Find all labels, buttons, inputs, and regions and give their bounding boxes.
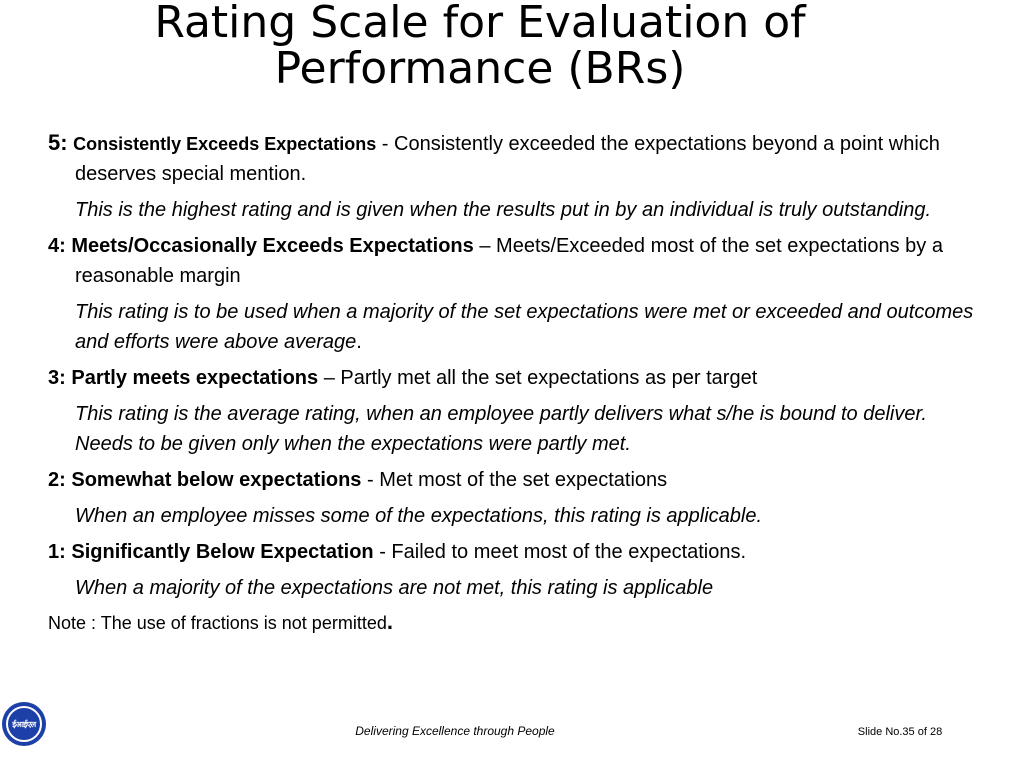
rating-number: 3:	[48, 367, 66, 389]
logo-text: ईआईएल	[12, 719, 36, 729]
rating-list: 5: Consistently Exceeds Expectations - C…	[48, 128, 978, 654]
rating-heading: 5: Consistently Exceeds Expectations - C…	[48, 128, 978, 189]
rating-number: 5:	[48, 130, 68, 155]
company-logo: ईआईएल	[2, 702, 46, 746]
note: Note : The use of fractions is not permi…	[48, 609, 978, 636]
rating-label: Meets/Occasionally Exceeds Expectations	[71, 235, 474, 257]
note-period: .	[386, 609, 393, 634]
rating-description: This is the highest rating and is given …	[75, 199, 932, 221]
rating-heading: 4: Meets/Occasionally Exceeds Expectatio…	[48, 231, 978, 291]
rating-description: When an employee misses some of the expe…	[75, 505, 763, 527]
note-text: Note : The use of fractions is not permi…	[48, 613, 387, 633]
rating-text: Meets/Exceeded most of the set expectati…	[75, 235, 943, 287]
rating-number: 1:	[48, 541, 66, 563]
rating-heading: 2: Somewhat below expectations - Met mos…	[48, 465, 978, 495]
rating-item-4: 4: Meets/Occasionally Exceeds Expectatio…	[48, 231, 978, 357]
rating-separator: –	[318, 367, 341, 389]
rating-separator: -	[376, 133, 395, 155]
rating-text: Consistently exceeded the expectations b…	[75, 133, 940, 185]
rating-item-2: 2: Somewhat below expectations - Met mos…	[48, 465, 978, 531]
rating-label: Consistently Exceeds Expectations	[73, 134, 377, 154]
slide-title: Rating Scale for Evaluation of Performan…	[154, 0, 806, 94]
rating-description: This rating is the average rating, when …	[75, 403, 927, 455]
rating-heading: 1: Significantly Below Expectation - Fai…	[48, 537, 978, 567]
rating-item-3: 3: Partly meets expectations – Partly me…	[48, 363, 978, 459]
rating-label: Partly meets expectations	[71, 367, 319, 389]
rating-number: 2:	[48, 469, 66, 491]
rating-text: Met most of the set expectations	[379, 469, 668, 491]
rating-separator: –	[473, 235, 497, 257]
rating-text: Partly met all the set expectations as p…	[340, 367, 758, 389]
rating-number: 4:	[48, 235, 66, 257]
slide-number: Slide No.35 of 28	[857, 726, 943, 738]
rating-heading: 3: Partly meets expectations – Partly me…	[48, 363, 978, 393]
rating-separator: -	[373, 541, 392, 563]
rating-description: When a majority of the expectations are …	[75, 577, 714, 599]
logo-ring: ईआईएल	[6, 706, 42, 742]
rating-label: Significantly Below Expectation	[71, 541, 374, 563]
rating-description-suffix: .	[356, 331, 362, 353]
rating-description: This rating is to be used when a majorit…	[48, 297, 978, 357]
rating-label: Somewhat below expectations	[71, 469, 362, 491]
rating-text: Failed to meet most of the expectations.	[391, 541, 747, 563]
rating-item-1: 1: Significantly Below Expectation - Fai…	[48, 537, 978, 603]
footer-tagline: Delivering Excellence through People	[355, 724, 555, 738]
rating-item-5: 5: Consistently Exceeds Expectations - C…	[48, 128, 978, 225]
rating-description-text: This rating is to be used when a majorit…	[75, 301, 974, 353]
rating-separator: -	[361, 469, 380, 491]
